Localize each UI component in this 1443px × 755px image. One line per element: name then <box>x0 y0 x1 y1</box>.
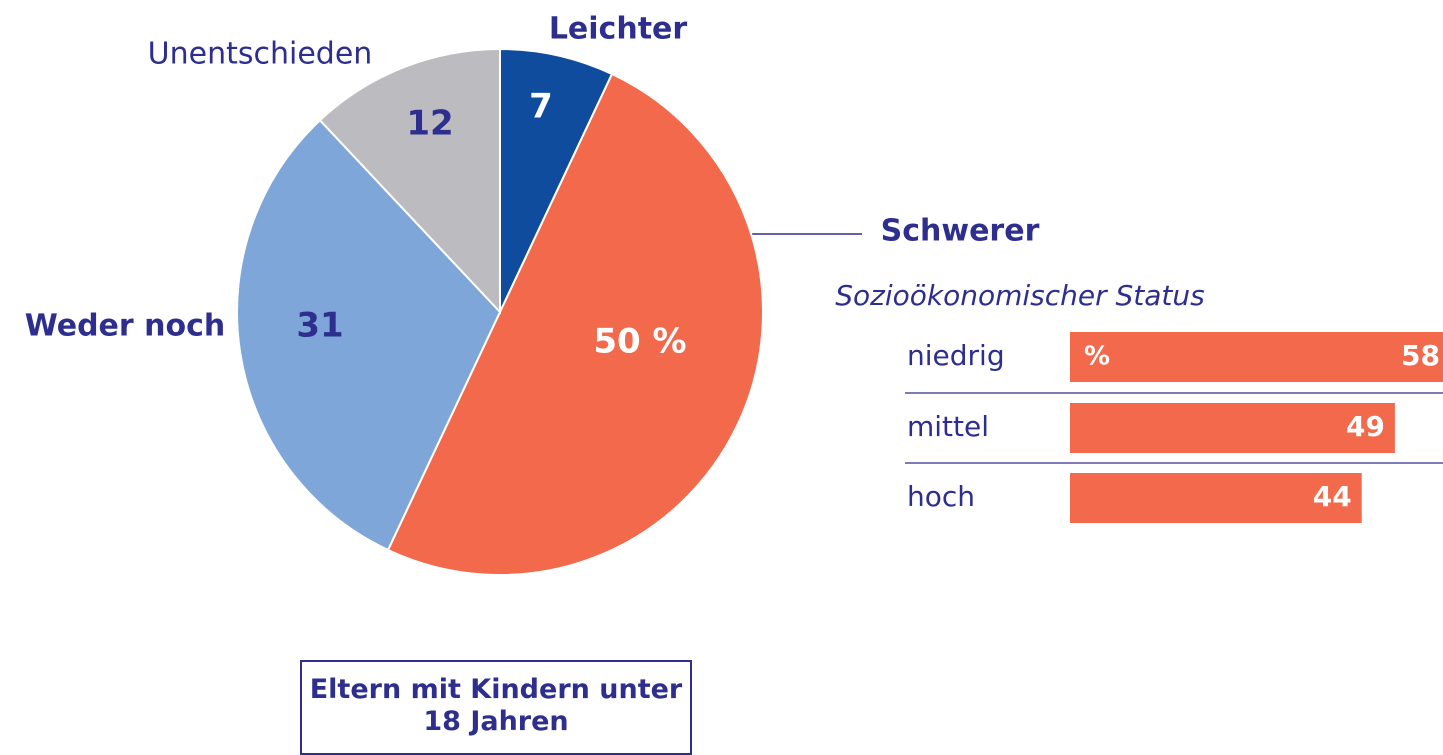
bar <box>1070 473 1362 523</box>
value-label: 58 <box>1401 339 1440 372</box>
unit-label: % <box>1084 342 1110 372</box>
value-label: 49 <box>1346 410 1385 443</box>
value-label: 44 <box>1313 480 1352 513</box>
value-label: 7 <box>529 87 553 127</box>
pie-slice <box>318 47 501 315</box>
value-label: 31 <box>296 306 343 346</box>
slice-label: Leichter <box>549 12 688 47</box>
bar-title: Sozioökonomischer Status <box>835 279 1205 312</box>
caption: Eltern mit Kindern unter 18 Jahren <box>300 660 692 755</box>
value-label: 50 % <box>593 322 686 362</box>
pie-slice <box>386 72 764 576</box>
pie-slice <box>236 118 502 552</box>
slice-label: Schwerer <box>881 214 1040 249</box>
value-label: 12 <box>406 104 453 144</box>
pie-slice <box>499 47 614 313</box>
bar <box>1070 332 1443 382</box>
slice-label: Weder noch <box>25 309 226 344</box>
bar <box>1070 403 1395 453</box>
slice-label: Unentschieden <box>148 37 373 72</box>
category-label: hoch <box>907 480 975 513</box>
category-label: mittel <box>907 410 989 443</box>
category-label: niedrig <box>907 339 1005 372</box>
